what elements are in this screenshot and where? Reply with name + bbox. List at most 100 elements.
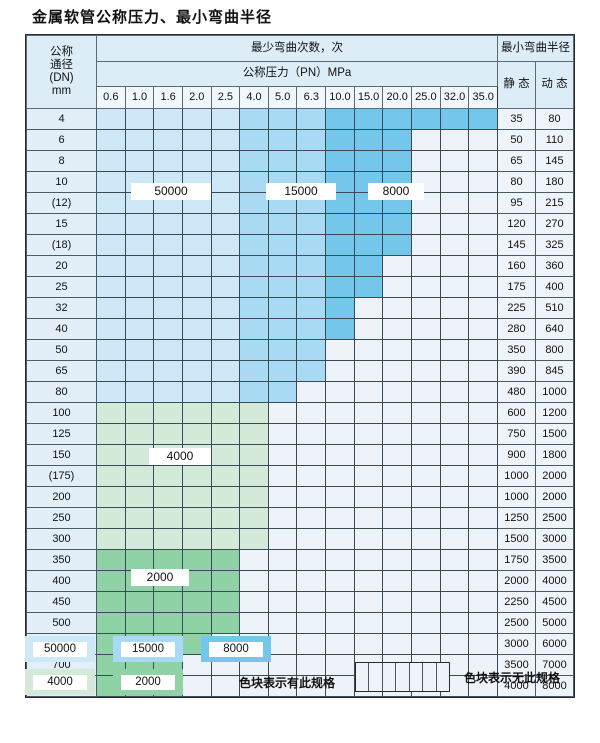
grid-cell-filled [210,255,241,277]
grid-cell-filled [239,129,269,151]
grid-cell-empty [439,129,470,151]
grid-cell-filled [210,486,241,508]
grid-cell-filled [124,612,155,634]
grid-cell-filled [153,150,183,172]
grid-cell-filled [153,108,183,130]
grid-cell-empty [296,570,327,592]
grid-cell-filled [153,402,183,424]
grid-cell-empty [325,528,355,550]
grid-cell-filled [353,150,384,172]
grid-cell-empty [439,213,470,235]
grid-cell-filled [210,507,241,529]
table-row: 125 750 1500 [26,423,574,445]
grid-cell-empty [468,675,498,697]
grid-cell-filled [153,612,183,634]
grid-cell-empty [411,276,441,298]
grid-cell-empty [296,633,327,655]
dn-value: 40 [26,318,97,340]
grid-cell-filled [96,507,126,529]
dn-header-line-3: (DN) [49,72,74,84]
grid-cell-filled [210,234,241,256]
radius-static-value: 3000 [497,633,536,655]
grid-cell-empty [382,465,413,487]
table-row: 450 2250 4500 [26,591,574,613]
grid-cell-filled [181,486,212,508]
grid-cell-filled [96,465,126,487]
grid-cell-filled [239,192,269,214]
table-row: 500 2500 5000 [26,612,574,634]
grid-cell-empty [382,549,413,571]
grid-cell-filled [124,297,155,319]
grid-cell-filled [296,297,327,319]
radius-static-value: 350 [497,339,536,361]
radius-dynamic-value: 3000 [535,528,574,550]
grid-cell-filled [124,150,155,172]
grid-cell-empty [296,465,327,487]
grid-cell-empty [267,528,298,550]
grid-cell-filled [382,150,413,172]
dn-value: 20 [26,255,97,277]
grid-cell-filled [124,591,155,613]
grid-cell-filled [267,339,298,361]
grid-cell-empty [325,612,355,634]
grid-cell-filled [325,276,355,298]
table-row: 400 2000 4000 [26,570,574,592]
radius-static-value: 80 [497,171,536,193]
pressure-col-header-0: 0.6 [96,86,126,109]
grid-cell-filled [210,318,241,340]
grid-cell-filled [353,108,384,130]
radius-dynamic-value: 400 [535,276,574,298]
grid-cell-filled [96,255,126,277]
radius-dynamic-value: 1500 [535,423,574,445]
grid-cell-empty [411,528,441,550]
value-callout: 4000 [149,448,211,465]
radius-dynamic-value: 325 [535,234,574,256]
header-row-1: 公称 通径 (DN) mm 最少弯曲次数，次 最小弯曲半径 [26,35,574,109]
grid-cell-filled [239,108,269,130]
grid-cell-empty [353,297,384,319]
grid-cell-filled [210,591,241,613]
grid-cell-filled [181,255,212,277]
grid-cell-filled [210,339,241,361]
grid-cell-empty [210,675,241,697]
radius-static-value: 65 [497,150,536,172]
grid-cell-filled [181,381,212,403]
grid-cell-filled [210,549,241,571]
grid-cell-empty [468,339,498,361]
grid-cell-filled [96,486,126,508]
grid-cell-empty [411,570,441,592]
value-callout: 15000 [266,183,336,200]
legend-row-green: 4000 2000 色块表示有此规格 [25,669,575,695]
grid-cell-empty [411,612,441,634]
dn-header-line-4: mm [51,85,72,98]
grid-cell-empty [353,528,384,550]
grid-cell-empty [267,654,298,676]
table-row: 150 900 1800 [26,444,574,466]
radius-dynamic-value: 5000 [535,612,574,634]
grid-cell-filled [325,129,355,151]
grid-cell-empty [468,234,498,256]
grid-cell-filled [296,360,327,382]
grid-cell-filled [96,171,126,193]
radius-static-value: 900 [497,444,536,466]
grid-cell-filled [124,360,155,382]
grid-cell-filled [124,423,155,445]
grid-cell-empty [325,360,355,382]
grid-cell-filled [267,213,298,235]
grid-cell-empty [296,402,327,424]
grid-cell-empty [439,192,470,214]
dn-header-line-2: 通径 [50,58,73,71]
radius-dynamic-value: 215 [535,192,574,214]
radius-static-value: 390 [497,360,536,382]
grid-cell-filled [181,549,212,571]
grid-cell-filled [153,528,183,550]
grid-cell-filled [153,360,183,382]
grid-cell-filled [153,507,183,529]
radius-dynamic-value: 1800 [535,444,574,466]
grid-cell-filled [96,213,126,235]
table-row: (175) 1000 2000 [26,465,574,487]
grid-cell-empty [353,633,384,655]
grid-cell-filled [96,549,126,571]
grid-cell-empty [353,507,384,529]
table-row: 300 1500 3000 [26,528,574,550]
